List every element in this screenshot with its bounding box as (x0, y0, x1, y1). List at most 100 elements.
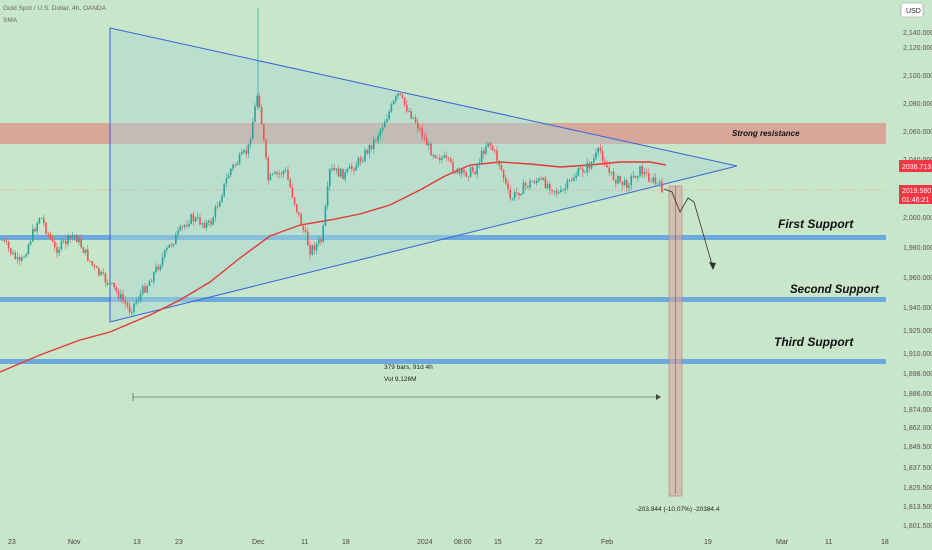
candle (487, 142, 489, 149)
price-tick-label: 1,940.000 (903, 305, 932, 312)
resistance-label: Strong resistance (732, 129, 800, 138)
candle (540, 175, 542, 181)
candle (221, 194, 223, 203)
candle (21, 255, 23, 264)
candle (454, 170, 456, 175)
candle (23, 255, 25, 259)
candle (538, 177, 540, 183)
time-tick-label: 22 (535, 539, 543, 546)
price-tick-label: 1,886.000 (903, 391, 932, 398)
candle (562, 188, 564, 192)
candle (494, 148, 496, 154)
candle (527, 185, 529, 189)
candle (403, 97, 406, 108)
price-tick-label: 1,801.500 (903, 523, 932, 530)
candle (293, 196, 296, 207)
candle (375, 138, 377, 143)
price-tick-label: 2,100.000 (903, 73, 932, 80)
candle (357, 156, 360, 168)
candle (144, 283, 146, 294)
candle (93, 263, 96, 271)
candle (190, 213, 192, 225)
candle (135, 297, 137, 306)
candle (472, 163, 474, 174)
candle (175, 232, 177, 245)
candle (245, 145, 247, 159)
candle (564, 183, 566, 195)
candle (551, 189, 553, 195)
candle (641, 162, 643, 179)
sma-line (0, 161, 667, 373)
candle (76, 233, 78, 243)
candle (117, 288, 120, 301)
candle (447, 156, 450, 162)
candle (60, 238, 63, 252)
candle (478, 158, 481, 169)
candle (98, 267, 100, 278)
price-axis[interactable] (886, 0, 932, 550)
candle (258, 93, 261, 108)
candle (434, 154, 437, 159)
candle (197, 212, 199, 221)
candle (89, 260, 91, 263)
candle (412, 117, 415, 120)
candle (553, 190, 555, 196)
currency-button[interactable] (900, 2, 924, 18)
candle (456, 168, 459, 174)
candle (518, 192, 520, 200)
candle (318, 235, 320, 247)
candle (386, 114, 388, 123)
candle (307, 228, 309, 246)
resistance-zone (0, 123, 886, 144)
candle (111, 282, 113, 285)
candle (54, 237, 56, 252)
candle (157, 263, 159, 272)
candle (469, 165, 472, 178)
time-tick-label: Nov (68, 539, 81, 546)
candle (25, 252, 27, 258)
last-price-value: 2019.580 (902, 188, 931, 195)
candle (27, 242, 30, 256)
candle (287, 165, 289, 181)
candle (271, 172, 274, 177)
candle (615, 178, 617, 189)
price-tick-label: 1,849.500 (903, 444, 932, 451)
candle (377, 132, 379, 145)
range-arrowhead (656, 394, 661, 400)
time-axis[interactable]: 23 Nov 13 23 Dec 11 18 2024 08:00 15 22 Feb 19 Mar 11 1… (8, 539, 889, 546)
candle (441, 155, 443, 164)
candle (249, 135, 252, 149)
candle (542, 176, 544, 181)
candle (124, 295, 126, 308)
candle (214, 204, 217, 222)
candle (166, 245, 168, 253)
candle (14, 250, 16, 260)
candle (397, 92, 399, 100)
candle (234, 163, 236, 168)
candle (252, 117, 254, 140)
candle (324, 203, 327, 227)
candle (199, 213, 201, 226)
candle (12, 249, 14, 255)
candle (34, 226, 36, 233)
last-price-tag (899, 185, 932, 204)
candle (461, 168, 463, 179)
candle (595, 148, 597, 161)
candle (632, 171, 635, 180)
candle (285, 167, 287, 173)
candle (16, 252, 19, 264)
price-tick-label: 2,120.000 (903, 45, 932, 52)
candle (560, 185, 562, 194)
candle (241, 148, 243, 155)
candle (296, 203, 298, 214)
candle (238, 151, 241, 166)
candle (535, 177, 538, 186)
triangle-pattern (109, 27, 738, 323)
price-tick-label: 1,837.500 (903, 465, 932, 472)
candle (388, 109, 390, 121)
candle (491, 144, 494, 152)
candle (43, 214, 45, 227)
candle (56, 242, 58, 258)
time-tick-label: 23 (8, 539, 16, 546)
